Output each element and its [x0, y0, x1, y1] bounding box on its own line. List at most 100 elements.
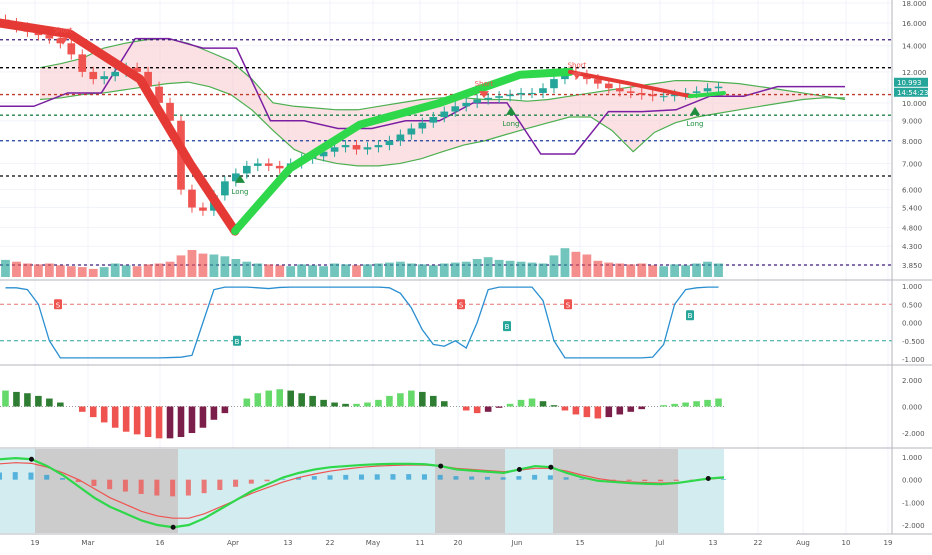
price-tick-label: 3.850	[902, 262, 922, 270]
candle-body	[473, 99, 481, 102]
osc1-signal-label: S	[459, 301, 464, 309]
osc3-cross-dot	[548, 465, 553, 470]
osc3-histogram-bar	[13, 472, 18, 480]
x-tick-label: 10	[842, 539, 851, 547]
osc2-histogram-bar	[408, 391, 415, 407]
osc2-histogram-bar	[244, 399, 251, 407]
osc2-histogram-bar	[419, 392, 426, 407]
osc2-histogram-bar	[309, 396, 316, 407]
volume-bar	[561, 248, 570, 277]
osc3-histogram-bar	[170, 480, 175, 497]
x-tick-label: 13	[709, 539, 718, 547]
candle-body	[111, 72, 119, 76]
osc2-histogram-bar	[342, 404, 349, 407]
osc1-tick-label: 1.000	[902, 283, 922, 291]
osc2-tick-label: 2.000	[902, 377, 922, 385]
osc2-histogram-bar	[254, 393, 261, 406]
osc2-histogram-bar	[606, 407, 613, 418]
volume-bar	[451, 263, 460, 277]
ichimoku-cloud	[0, 39, 845, 166]
osc3-histogram-bar	[438, 475, 443, 480]
volume-bar	[517, 262, 526, 277]
volume-bar	[506, 261, 515, 277]
osc2-histogram-bar	[79, 407, 86, 412]
osc3-histogram-bar	[469, 476, 474, 479]
candle-body	[539, 88, 547, 93]
x-tick-label: May	[366, 539, 380, 547]
volume-bar	[572, 252, 581, 277]
osc2-histogram-bar	[112, 407, 119, 428]
candle-body	[484, 98, 492, 100]
candle-body	[276, 166, 284, 168]
candle-body	[627, 91, 635, 93]
osc2-histogram-bar	[331, 403, 338, 407]
osc3-histogram-bar	[249, 480, 254, 484]
price-tick-label: 4.300	[902, 243, 922, 251]
osc2-histogram-bar	[276, 389, 283, 406]
volume-bar	[495, 260, 504, 277]
price-tick-label: 10.000	[902, 100, 927, 108]
osc1-tick-label: -1.000	[902, 356, 925, 364]
candle-body	[715, 87, 723, 89]
signal-shade	[0, 449, 35, 533]
volume-bar	[220, 256, 229, 277]
osc3-histogram-bar	[658, 480, 663, 482]
osc2-histogram-bar	[320, 400, 327, 407]
osc2-histogram-bar	[660, 405, 667, 406]
price-tick-label: 6.000	[902, 187, 922, 195]
osc2-histogram-bar	[463, 407, 470, 411]
price-tick-label: 8.000	[902, 138, 922, 146]
osc3-histogram-bar	[375, 474, 380, 479]
volume-bar	[231, 259, 240, 277]
osc2-histogram-bar	[551, 405, 558, 406]
osc2-histogram-bar	[265, 391, 272, 407]
osc3-histogram-bar	[564, 477, 569, 479]
osc3-histogram-bar	[123, 480, 128, 492]
osc2-histogram-bar	[682, 403, 689, 407]
candle-body	[517, 93, 525, 95]
osc2-histogram-bar	[474, 407, 481, 414]
volume-bar	[637, 264, 646, 278]
volume-bar	[484, 257, 493, 277]
osc3-histogram-bar	[453, 476, 458, 480]
osc2-histogram-bar	[584, 407, 591, 418]
volume-bar	[593, 261, 602, 277]
short-label: Short	[54, 27, 73, 35]
volume-bar	[67, 266, 76, 277]
volume-bar	[604, 263, 613, 277]
osc3-cross-dot	[171, 525, 176, 530]
volume-bar	[703, 262, 712, 277]
osc2-tick-label: -2.000	[902, 430, 925, 438]
osc2-histogram-bar	[353, 404, 360, 407]
price-tick-label: 4.800	[902, 225, 922, 233]
osc2-histogram-bar	[189, 407, 196, 434]
osc2-histogram-bar	[364, 403, 371, 407]
osc2-histogram-bar	[123, 407, 130, 432]
candle-body	[342, 145, 350, 147]
osc2-histogram-bar	[298, 393, 305, 406]
osc2-histogram-bar	[2, 391, 9, 407]
candle-body	[550, 79, 558, 88]
panel-backgrounds	[0, 449, 724, 533]
x-tick-label: 13	[284, 539, 293, 547]
osc1-line	[5, 287, 718, 358]
osc3-tick-label: -2.000	[902, 522, 925, 530]
last-price-value: 10.993	[897, 79, 922, 87]
osc3-histogram-bar	[312, 476, 317, 480]
osc2-histogram-bar	[156, 407, 163, 439]
osc3-tick-label: 0.000	[902, 477, 922, 485]
volume-bar	[626, 264, 635, 277]
candle-body	[528, 93, 536, 94]
candle-body	[638, 93, 646, 95]
osc2-histogram-bar	[529, 399, 536, 407]
candle-body	[616, 88, 624, 91]
osc2-histogram-bar	[627, 407, 634, 412]
osc2-histogram-bar	[13, 392, 20, 407]
volume-bar	[275, 265, 284, 277]
volume-bar	[714, 264, 723, 278]
volume-bar	[78, 267, 87, 277]
volume-bar	[111, 264, 120, 278]
x-tick-label: Mar	[81, 539, 94, 547]
volume-bar	[440, 264, 449, 278]
